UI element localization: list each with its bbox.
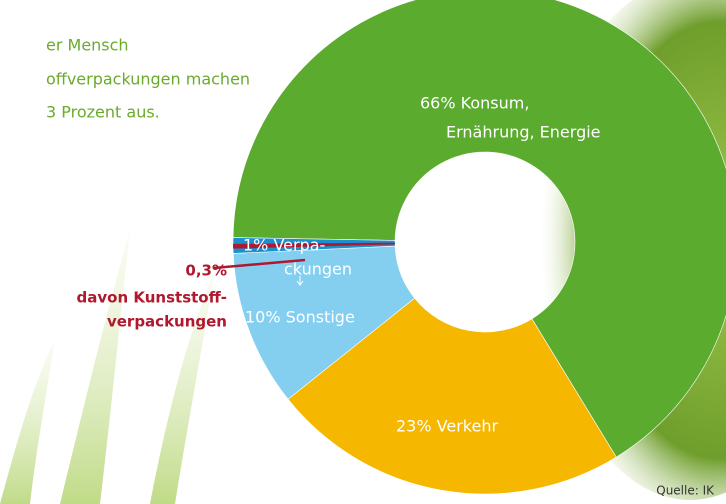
labels: 66% Konsum, Ernährung, Energie 23% Verkehr…	[77, 94, 601, 436]
donut-segment	[232, 0, 726, 458]
intro-line: offverpackungen machen	[46, 70, 250, 89]
segment-label: 23% Verkehr	[396, 417, 498, 436]
sub-value-label: 0,3%	[185, 262, 227, 280]
intro-line: 3 Prozent aus.	[46, 103, 160, 122]
segment-label: 1% Verpa-	[243, 236, 325, 255]
segment-label: ckungen	[284, 260, 352, 279]
donut-sub-segment	[233, 242, 396, 249]
donut	[232, 0, 726, 495]
pointer-arrow	[296, 276, 304, 286]
donut-segment	[287, 297, 617, 495]
leader-line	[213, 258, 306, 270]
segment-label: 10% Sonstige	[245, 308, 355, 327]
intro-line: er Mensch	[46, 36, 129, 55]
source: Quelle: IK	[656, 484, 715, 498]
sub-label: verpackungen	[107, 313, 227, 331]
intro-text: er Mensch offverpackungen machen 3 Proze…	[46, 36, 250, 122]
segment-label: 66% Konsum,	[420, 94, 529, 113]
segment-label: Ernährung, Energie	[446, 123, 601, 142]
sub-label: davon Kunststoff-	[77, 289, 227, 307]
